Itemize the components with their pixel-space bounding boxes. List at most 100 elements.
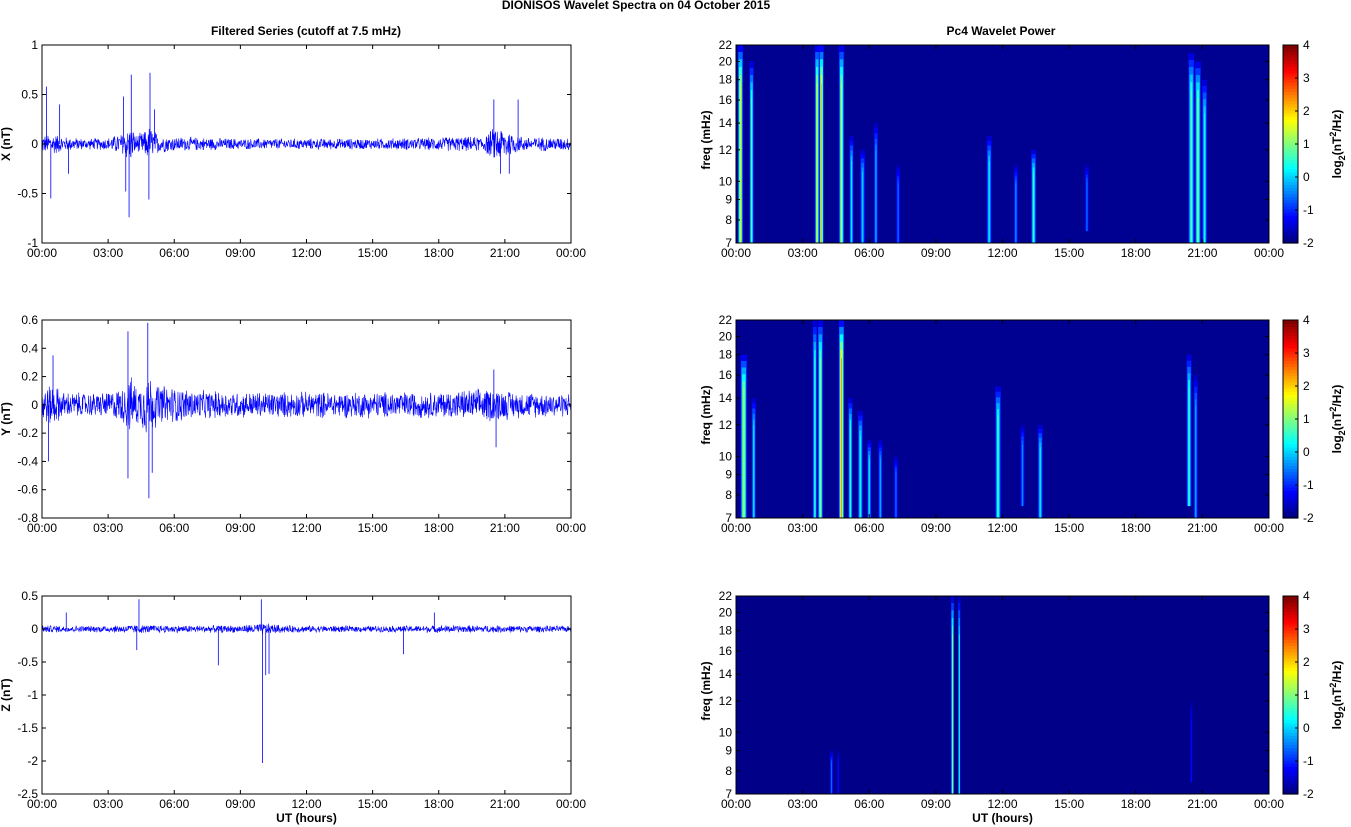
heatmap-background (736, 596, 1269, 794)
colorbar-cell (1283, 381, 1298, 386)
colorbar-cell (1283, 54, 1298, 58)
colorbar-cell (1283, 493, 1298, 497)
colorbar-cell (1283, 403, 1298, 408)
y-tick-label: 7 (725, 787, 732, 801)
colorbar-cell (1283, 477, 1298, 482)
colorbar-cell (1283, 753, 1298, 758)
colorbar-cell (1283, 196, 1298, 201)
colorbar-cell (1283, 193, 1298, 198)
colorbar-cell (1283, 137, 1298, 142)
colorbar-cell (1283, 505, 1298, 510)
colorbar-cell (1283, 682, 1298, 687)
colorbar-cell (1283, 131, 1298, 136)
y-tick-label: -2 (27, 754, 38, 768)
colorbar-cell (1283, 698, 1298, 702)
colorbar-cell (1283, 608, 1298, 613)
colorbar-cell (1283, 425, 1298, 429)
colorbar-cell (1283, 639, 1298, 644)
colorbar-cell (1283, 394, 1298, 398)
colorbar-cell (1283, 443, 1298, 448)
colorbar-cell (1283, 626, 1298, 631)
y-tick-label: 0 (31, 622, 38, 636)
wavelet-burst (1195, 406, 1197, 518)
y-tick-label: 8 (725, 213, 732, 227)
y-tick-label: 1 (31, 38, 38, 52)
wavelet-x-tick-label: 21:00 (1187, 246, 1217, 260)
colorbar-cell (1283, 199, 1298, 204)
colorbar-cell (1283, 449, 1298, 454)
colorbar-tick-label: 4 (1303, 589, 1310, 603)
colorbar-cell (1283, 412, 1298, 417)
wavelet-x-tick-label: 21:00 (1187, 797, 1217, 811)
y-tick-label: -0.5 (17, 187, 38, 201)
y-tick-label: 0.4 (21, 341, 38, 355)
series-x-tick-label: 00:00 (27, 246, 57, 260)
colorbar-cell (1283, 431, 1298, 436)
left-column-title: Filtered Series (cutoff at 7.5 mHz) (211, 24, 401, 38)
colorbar-cell (1283, 187, 1298, 192)
y-tick-label: -0.5 (17, 655, 38, 669)
y-tick-label: -1 (27, 236, 38, 250)
colorbar-cell (1283, 759, 1298, 764)
colorbar-cell (1283, 676, 1298, 681)
colorbar-cell (1283, 474, 1298, 479)
series-panel-y: -0.8 -0.6 -0.4 -0.2 0 0.2 0.4 0.6 00:00 03:00 06:0… (0, 313, 586, 535)
colorbar-cell (1283, 722, 1298, 727)
heatmap-cells (737, 45, 1208, 243)
colorbar-cell (1283, 215, 1298, 219)
colorbar: -2 -1 0 1 2 3 4 log2(nT2/Hz) (1282, 589, 1347, 801)
y-tick-label: 9 (725, 193, 732, 207)
colorbar-cell (1283, 159, 1298, 164)
wavelet-burst (819, 358, 821, 518)
colorbar-cell (1283, 750, 1298, 755)
colorbar-cell (1283, 97, 1298, 102)
colorbar-cell (1283, 116, 1298, 120)
colorbar-cell (1283, 462, 1298, 467)
colorbar-tick-label: 1 (1303, 137, 1310, 151)
colorbar-cell (1283, 208, 1298, 213)
heatmap-cells (740, 320, 1198, 518)
colorbar-cell (1283, 332, 1298, 337)
colorbar-cell (1283, 778, 1298, 783)
wavelet-x-tick-label: 00:00 (721, 246, 751, 260)
y-tick-label: 0.6 (21, 313, 38, 327)
series-x-tick-label: 21:00 (490, 797, 520, 811)
colorbar-tick-label: -1 (1303, 754, 1314, 768)
colorbar-cell (1283, 437, 1298, 442)
wavelet-burst (1015, 184, 1017, 243)
colorbar: -2 -1 0 1 2 3 4 log2(nT2/Hz) (1282, 313, 1347, 525)
wavelet-burst (952, 634, 954, 794)
y-tick-label: 0 (31, 137, 38, 151)
y-tick-label: 10 (719, 725, 733, 739)
colorbar-cell (1283, 360, 1298, 364)
signal-line (41, 129, 572, 158)
colorbar-cell (1283, 440, 1298, 445)
colorbar-cell (1283, 48, 1298, 52)
colorbar-cell (1283, 122, 1298, 127)
colorbar-cell (1283, 710, 1298, 715)
wavelet-burst (1197, 97, 1199, 243)
y-tick-label: 22 (719, 313, 733, 327)
colorbar-tick-label: -1 (1303, 478, 1314, 492)
colorbar-cell (1283, 178, 1298, 182)
series-x-tick-label: 09:00 (225, 521, 255, 535)
colorbar-cell (1283, 51, 1298, 55)
y-tick-label: 7 (725, 236, 732, 250)
y-tick-label: -0.4 (17, 454, 38, 468)
y-tick-label: -0.6 (17, 483, 38, 497)
wavelet-x-tick-label: 09:00 (921, 246, 951, 260)
x-axis-label: UT (hours) (972, 811, 1033, 825)
colorbar-cell (1283, 350, 1298, 355)
colorbar-cell (1283, 224, 1298, 229)
figure-title: DIONISOS Wavelet Spectra on 04 October 2… (502, 0, 771, 12)
wavelet-x-tick-label: 18:00 (1121, 797, 1151, 811)
colorbar-cell (1283, 153, 1298, 157)
colorbar-cell (1283, 66, 1298, 71)
series-x-tick-label: 06:00 (159, 797, 189, 811)
colorbar-cell (1283, 369, 1298, 374)
colorbar-cell (1283, 147, 1298, 151)
y-tick-label: 0.5 (21, 589, 38, 603)
signal-line (41, 623, 572, 635)
